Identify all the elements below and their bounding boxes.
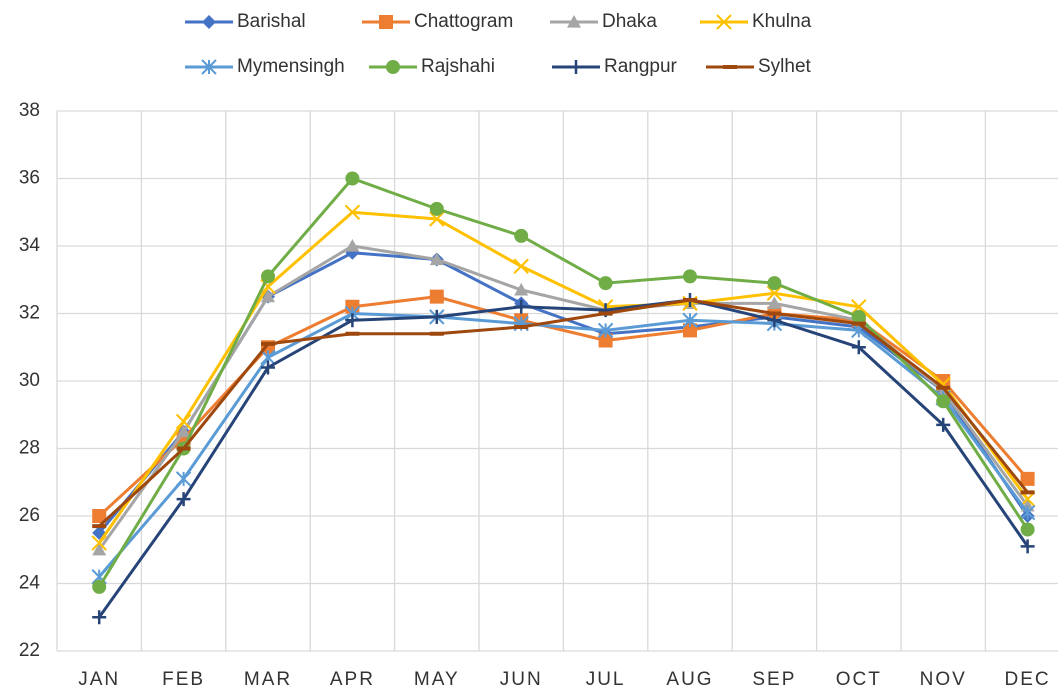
- marker: [92, 579, 107, 594]
- x-tick-label: JUL: [586, 669, 626, 690]
- y-tick-label: 34: [19, 235, 41, 256]
- y-tick-label: 38: [19, 100, 40, 121]
- x-tick-label: SEP: [752, 669, 796, 690]
- marker: [514, 282, 529, 296]
- legend-item: Mymensingh: [185, 56, 345, 77]
- marker: [598, 276, 613, 291]
- marker: [91, 535, 107, 551]
- marker: [851, 340, 866, 355]
- x-tick-label: JUN: [500, 669, 543, 690]
- marker: [175, 471, 192, 487]
- marker: [260, 278, 276, 295]
- marker: [202, 15, 216, 29]
- x-tick-label: OCT: [836, 669, 882, 690]
- y-tick-label: 28: [19, 438, 40, 459]
- legend-item: Barishal: [185, 11, 306, 32]
- x-tick-label: APR: [330, 669, 375, 690]
- marker: [1020, 539, 1035, 554]
- legend-label: Chattogram: [414, 11, 513, 32]
- y-tick-label: 32: [19, 303, 40, 324]
- legend-item: Chattogram: [362, 11, 513, 32]
- marker: [598, 333, 613, 348]
- x-tick-label: FEB: [162, 669, 205, 690]
- y-tick-label: 22: [19, 640, 40, 661]
- marker: [429, 201, 444, 216]
- marker: [345, 313, 360, 328]
- series-line: [98, 298, 1029, 528]
- marker: [567, 15, 581, 28]
- marker: [569, 60, 583, 74]
- y-tick-label: 30: [19, 370, 40, 391]
- marker: [429, 252, 444, 266]
- marker: [1020, 471, 1035, 486]
- marker: [514, 228, 529, 243]
- marker: [851, 309, 866, 324]
- series-line: [97, 210, 1029, 544]
- legend-label: Sylhet: [758, 56, 812, 77]
- series-line: [97, 298, 1029, 619]
- marker: [261, 269, 275, 284]
- marker: [429, 309, 444, 324]
- legend-label: Dhaka: [602, 11, 657, 32]
- legend-item: Khulna: [700, 11, 812, 32]
- marker: [429, 289, 444, 304]
- marker: [201, 59, 217, 75]
- marker: [261, 289, 275, 303]
- marker: [683, 269, 697, 284]
- marker: [261, 360, 275, 375]
- marker: [1020, 522, 1035, 537]
- marker: [514, 299, 529, 314]
- marker: [851, 299, 867, 315]
- legend-item: Rajshahi: [369, 56, 495, 77]
- legend-label: Barishal: [237, 11, 306, 32]
- marker: [767, 296, 782, 309]
- marker: [766, 285, 783, 301]
- marker: [767, 313, 782, 328]
- marker: [176, 492, 191, 507]
- x-tick-label: NOV: [920, 669, 967, 690]
- marker: [176, 424, 191, 438]
- marker: [513, 258, 529, 274]
- marker: [683, 323, 697, 338]
- marker: [344, 204, 361, 220]
- y-tick-label: 26: [19, 505, 40, 526]
- x-tick-label: DEC: [1005, 669, 1051, 690]
- marker: [597, 322, 614, 339]
- legend-label: Mymensingh: [237, 56, 345, 77]
- marker: [1019, 504, 1036, 521]
- marker: [936, 394, 951, 409]
- marker: [386, 60, 400, 74]
- marker: [92, 509, 107, 523]
- marker: [175, 413, 192, 430]
- y-tick-label: 24: [19, 573, 41, 594]
- legend-item: Dhaka: [550, 11, 657, 32]
- marker: [345, 171, 360, 186]
- legend-label: Khulna: [752, 11, 812, 32]
- marker: [345, 239, 360, 252]
- marker: [716, 14, 732, 30]
- y-tick-label: 36: [19, 168, 40, 189]
- x-tick-label: MAY: [414, 669, 460, 690]
- marker: [92, 610, 107, 625]
- series-line: [98, 311, 1029, 578]
- marker: [682, 312, 698, 328]
- legend-item: Rangpur: [552, 56, 678, 77]
- marker: [379, 15, 393, 29]
- marker: [936, 417, 951, 432]
- marker: [767, 276, 782, 291]
- legend-label: Rajshahi: [421, 56, 495, 77]
- x-tick-label: AUG: [666, 669, 713, 690]
- marker: [429, 211, 445, 227]
- marker: [92, 542, 107, 556]
- legend-item: Sylhet: [706, 56, 812, 77]
- x-tick-label: JAN: [78, 669, 120, 690]
- series-line: [97, 176, 1029, 588]
- x-tick-label: MAR: [244, 669, 292, 690]
- legend-label: Rangpur: [604, 56, 678, 77]
